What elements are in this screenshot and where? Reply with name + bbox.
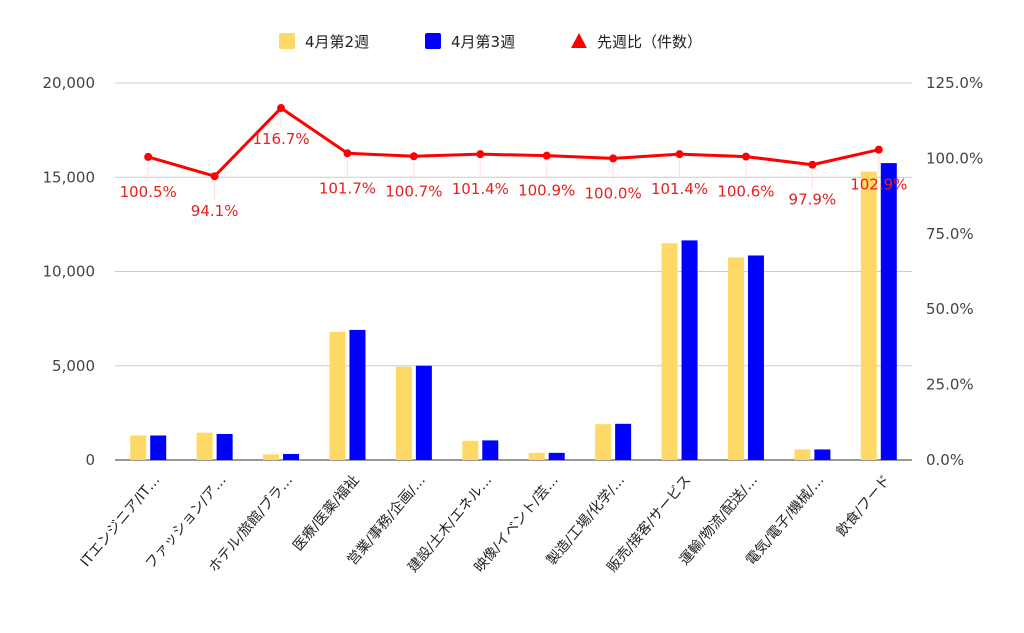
ratio-point	[476, 150, 485, 159]
left-tick-label: 10,000	[43, 263, 96, 281]
ratio-line-path	[147, 106, 880, 178]
point-label: 101.4%	[452, 180, 509, 198]
legend-item: 4月第2週	[279, 33, 369, 51]
right-tick-label: 0.0%	[926, 451, 964, 469]
ratio-point	[210, 172, 219, 181]
legend-label: 先週比（件数）	[597, 33, 702, 51]
bar	[130, 435, 147, 460]
ratio-point	[874, 145, 883, 154]
bar	[196, 432, 213, 460]
right-tick-label: 100.0%	[926, 149, 983, 167]
bar	[462, 440, 479, 460]
left-axis: 0 5,000 10,000 15,000 20,000	[43, 74, 96, 469]
left-tick-label: 5,000	[52, 357, 95, 375]
bar	[681, 240, 698, 460]
category-label: 飲食/フード	[833, 472, 894, 540]
ratio-point	[609, 154, 618, 163]
bar	[814, 449, 831, 460]
left-tick-label: 20,000	[43, 74, 96, 92]
bar	[216, 433, 233, 460]
bars	[130, 163, 897, 461]
left-tick-label: 0	[85, 451, 95, 469]
point-label: 100.5%	[120, 183, 177, 201]
point-label: 116.7%	[252, 130, 309, 148]
legend-swatch	[425, 33, 441, 49]
point-label: 100.9%	[518, 182, 575, 200]
bar	[263, 454, 280, 460]
bar	[880, 163, 897, 461]
ratio-point	[144, 152, 153, 161]
left-tick-label: 15,000	[43, 168, 96, 186]
legend-label: 4月第3週	[451, 33, 515, 51]
point-labels: 100.5% 94.1% 116.7% 101.7% 100.7% 101.4% 100.9…	[120, 114, 907, 220]
ratio-point	[277, 104, 286, 113]
bar	[482, 440, 499, 460]
ratio-point	[409, 152, 418, 161]
ratio-point	[741, 152, 750, 161]
legend-item: 先週比（件数）	[571, 33, 702, 51]
right-tick-label: 75.0%	[926, 225, 974, 243]
point-label: 101.7%	[319, 179, 376, 197]
ratio-line	[144, 104, 883, 181]
bar	[528, 452, 545, 460]
legend-swatch	[279, 33, 295, 49]
point-label: 100.6%	[717, 183, 774, 201]
category-labels: ITエンジニア/IT…ファッション/ア…ホテル/旅館/ブラ…医療/医薬/福祉営業…	[78, 472, 894, 576]
bar	[415, 365, 432, 460]
ratio-point	[542, 151, 551, 160]
bar	[349, 329, 366, 460]
right-tick-label: 125.0%	[926, 74, 983, 92]
bar	[747, 255, 764, 460]
bar	[595, 424, 612, 460]
bar	[150, 435, 167, 460]
bar	[727, 257, 744, 460]
bar	[794, 449, 811, 460]
ratio-point	[808, 160, 817, 169]
bar	[661, 243, 678, 460]
point-label: 97.9%	[789, 191, 837, 209]
point-label: 100.0%	[585, 184, 642, 202]
legend-triangle-icon	[571, 33, 587, 48]
bar	[329, 331, 346, 460]
bar	[860, 171, 877, 460]
right-tick-label: 25.0%	[926, 376, 974, 394]
category-label: 医療/医薬/福祉	[289, 472, 362, 555]
legend-item: 4月第3週	[425, 33, 515, 51]
right-axis: 0.0% 25.0% 50.0% 75.0% 100.0% 125.0%	[926, 74, 983, 469]
legend-label: 4月第2週	[305, 33, 369, 51]
point-label: 100.7%	[385, 182, 442, 200]
bar	[548, 452, 565, 460]
bar	[283, 453, 300, 460]
bar	[615, 423, 632, 460]
legend: 4月第2週 4月第3週 先週比（件数）	[279, 33, 702, 51]
point-label: 101.4%	[651, 180, 708, 198]
gridlines	[115, 82, 912, 461]
point-label: 94.1%	[191, 202, 239, 220]
ratio-point	[675, 150, 684, 159]
ratio-point	[343, 149, 352, 158]
right-tick-label: 50.0%	[926, 300, 974, 318]
bar	[395, 366, 412, 460]
point-label: 102.9%	[850, 176, 907, 194]
